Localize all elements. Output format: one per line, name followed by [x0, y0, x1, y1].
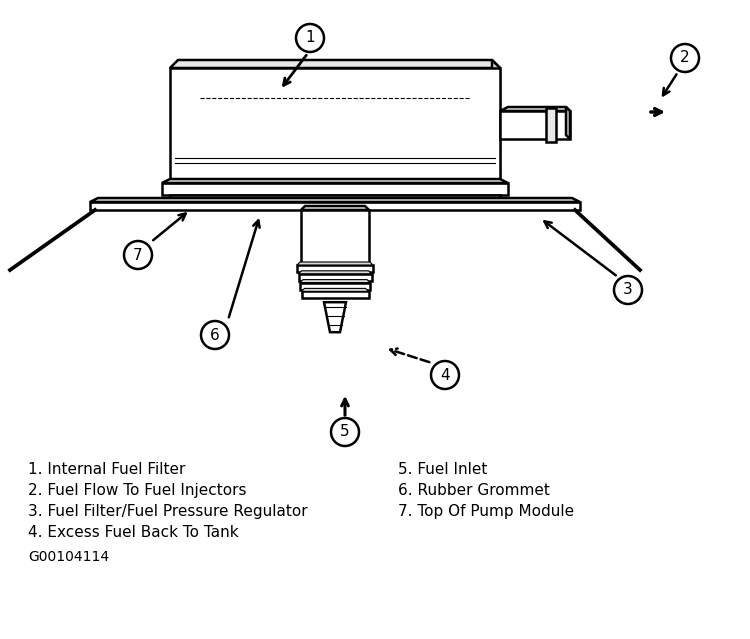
Bar [297, 265, 373, 272]
Text: 3. Fuel Filter/Fuel Pressure Regulator: 3. Fuel Filter/Fuel Pressure Regulator [28, 504, 308, 519]
Polygon shape [90, 198, 580, 202]
Bar [546, 108, 556, 142]
Bar [300, 282, 370, 289]
Text: 7. Top Of Pump Module: 7. Top Of Pump Module [398, 504, 574, 519]
Bar [298, 273, 371, 281]
Polygon shape [298, 271, 371, 273]
Circle shape [671, 44, 699, 72]
Bar [301, 210, 369, 265]
Circle shape [124, 241, 152, 269]
Text: G00104114: G00104114 [28, 550, 109, 564]
Circle shape [201, 321, 229, 349]
Polygon shape [301, 206, 369, 210]
Text: 7: 7 [134, 247, 142, 263]
Bar [90, 202, 580, 210]
Circle shape [614, 276, 642, 304]
Bar [162, 183, 508, 195]
Text: 1: 1 [305, 31, 315, 45]
Bar [170, 68, 500, 183]
Bar [302, 291, 368, 298]
Text: 4: 4 [440, 367, 450, 383]
Polygon shape [500, 107, 570, 111]
Polygon shape [297, 262, 373, 265]
Circle shape [296, 24, 324, 52]
Text: 1. Internal Fuel Filter: 1. Internal Fuel Filter [28, 462, 185, 477]
Bar [500, 111, 570, 139]
Polygon shape [566, 107, 570, 139]
Bar [170, 195, 500, 202]
Polygon shape [302, 288, 368, 291]
Text: 5: 5 [340, 424, 350, 440]
Text: 5. Fuel Inlet: 5. Fuel Inlet [398, 462, 488, 477]
Text: 2. Fuel Flow To Fuel Injectors: 2. Fuel Flow To Fuel Injectors [28, 483, 247, 498]
Polygon shape [170, 60, 500, 68]
Text: 3: 3 [623, 282, 633, 298]
Circle shape [431, 361, 459, 389]
Text: 6: 6 [210, 328, 220, 343]
Polygon shape [300, 280, 370, 282]
Polygon shape [162, 179, 508, 183]
Circle shape [331, 418, 359, 446]
Polygon shape [324, 302, 346, 332]
Polygon shape [492, 60, 500, 183]
Text: 4. Excess Fuel Back To Tank: 4. Excess Fuel Back To Tank [28, 525, 239, 540]
Text: 6. Rubber Grommet: 6. Rubber Grommet [398, 483, 550, 498]
Text: 2: 2 [680, 50, 690, 66]
